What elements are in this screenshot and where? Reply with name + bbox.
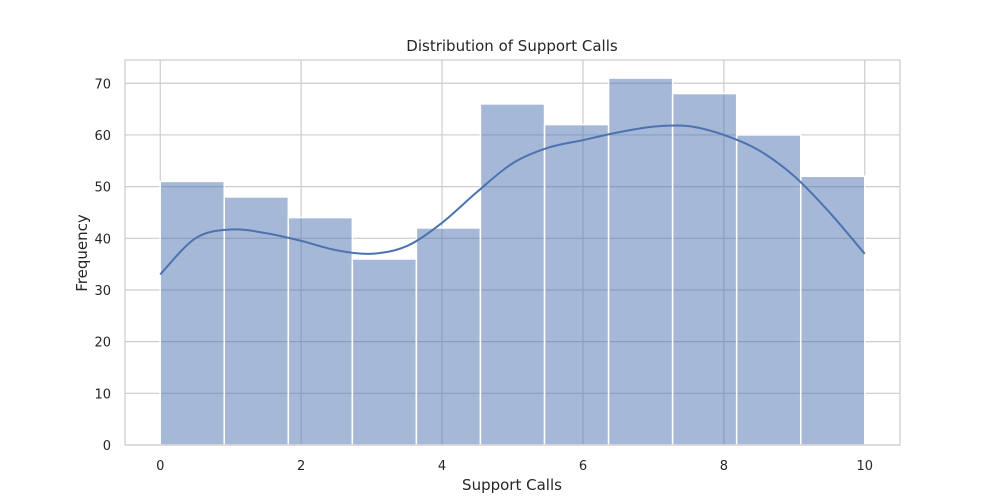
histogram-bar xyxy=(543,123,610,446)
histogram-bar xyxy=(799,175,866,446)
x-tick-label: 4 xyxy=(438,459,446,474)
y-tick-label: 70 xyxy=(94,77,111,92)
y-tick-label: 20 xyxy=(94,336,111,351)
y-tick-label: 40 xyxy=(94,232,111,247)
x-tick-label: 0 xyxy=(156,459,164,474)
histogram-bar xyxy=(159,180,226,446)
y-tick-label: 60 xyxy=(94,129,111,144)
kde-curve xyxy=(159,124,866,276)
histogram-bars xyxy=(159,77,866,446)
histogram-bar xyxy=(351,258,418,446)
y-tick-label: 10 xyxy=(94,387,111,402)
x-axis-ticks: 0 2 4 6 8 10 xyxy=(156,459,873,474)
histogram-bar xyxy=(479,103,546,446)
y-axis-ticks: 0 10 20 30 40 50 60 70 xyxy=(94,77,111,454)
chart-title: Distribution of Support Calls xyxy=(406,37,618,55)
x-tick-label: 10 xyxy=(856,459,873,474)
y-tick-label: 50 xyxy=(94,181,111,196)
y-tick-label: 0 xyxy=(103,439,111,454)
y-tick-label: 30 xyxy=(94,284,111,299)
x-tick-label: 2 xyxy=(297,459,305,474)
histogram-bar xyxy=(671,92,738,446)
plot-frame xyxy=(124,59,901,446)
x-tick-label: 8 xyxy=(720,459,728,474)
histogram-bar xyxy=(223,196,290,446)
x-axis-label: Support Calls xyxy=(462,476,562,494)
y-axis-label: Frequency xyxy=(73,214,91,292)
histogram-bar xyxy=(415,227,482,446)
histogram-bar xyxy=(735,134,802,446)
x-tick-label: 6 xyxy=(579,459,587,474)
